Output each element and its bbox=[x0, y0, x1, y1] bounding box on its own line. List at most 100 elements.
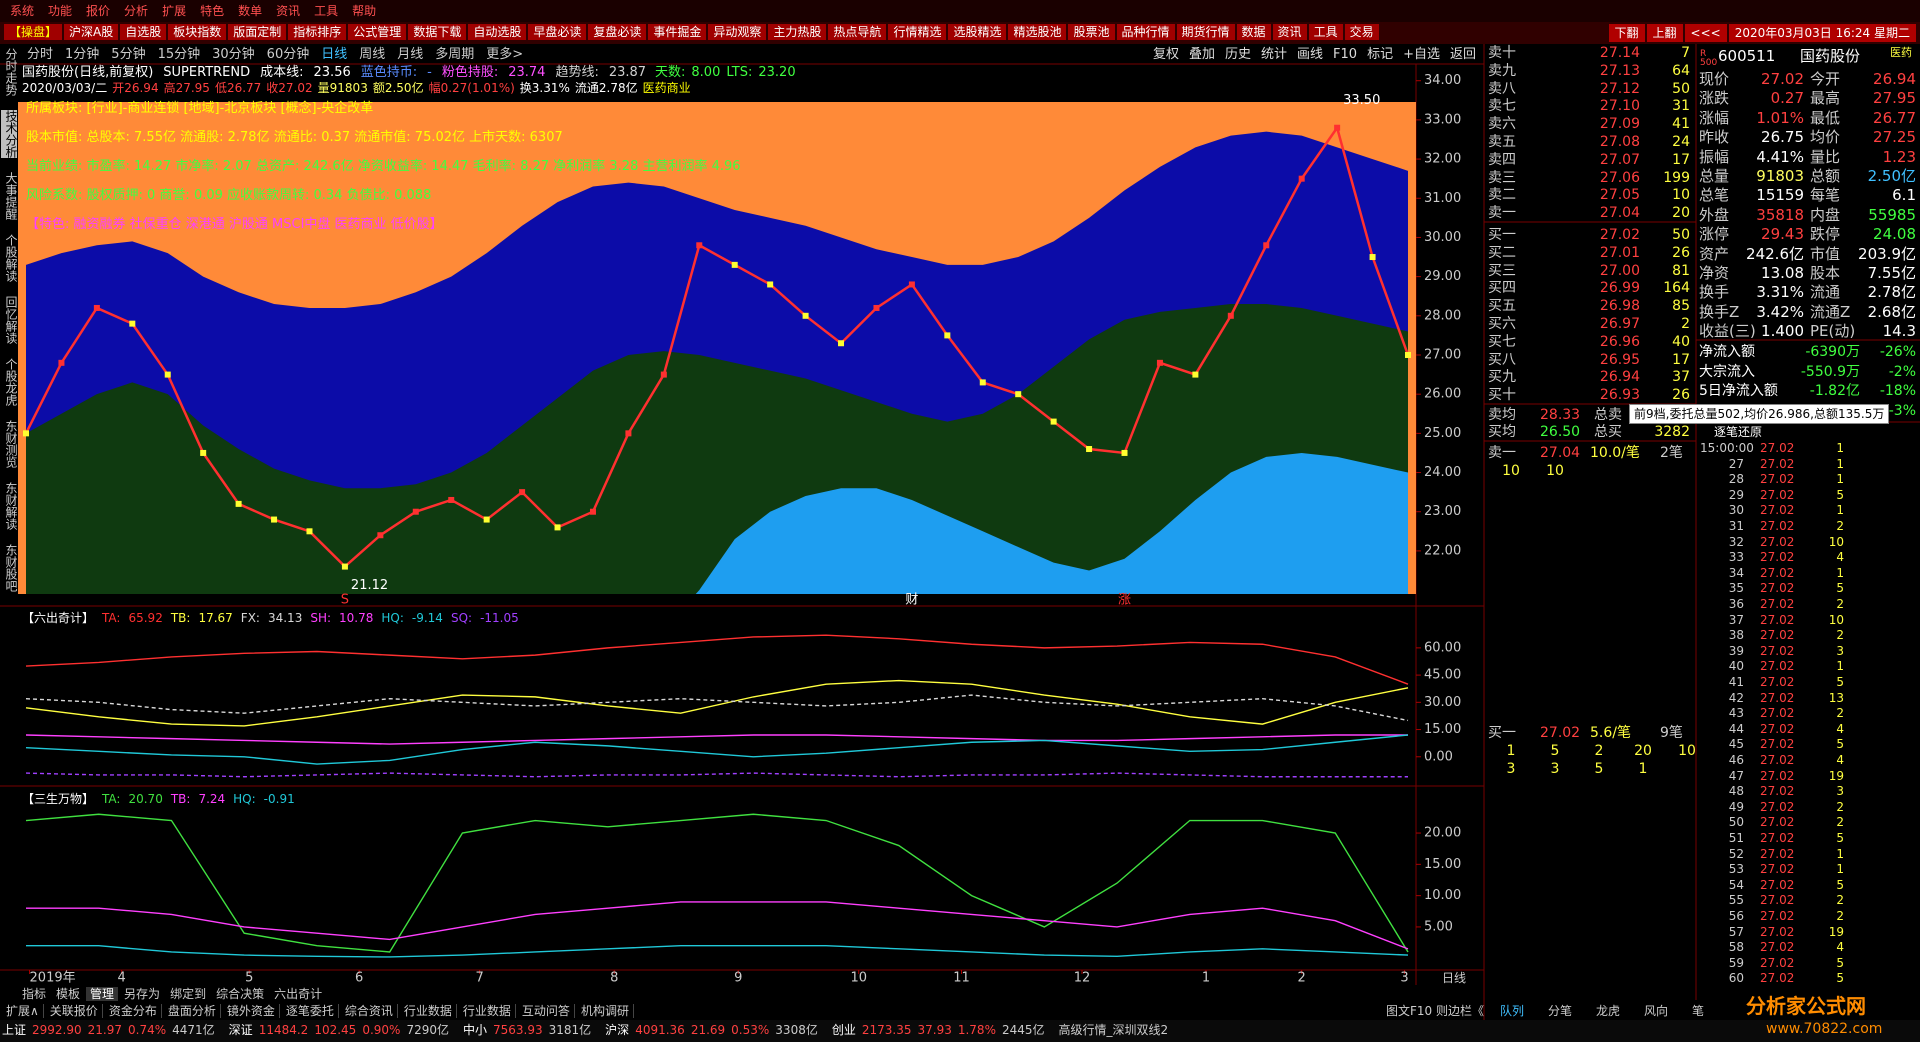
ext-tab[interactable]: 扩展∧ bbox=[2, 1004, 44, 1018]
tab[interactable]: 异动观察 bbox=[708, 24, 767, 40]
tab[interactable]: 【操盘】 bbox=[4, 24, 63, 40]
ext-tab[interactable]: 互动问答 bbox=[518, 1004, 575, 1018]
side-tab[interactable]: 笔 bbox=[1692, 1004, 1705, 1018]
menu-item[interactable]: 帮助 bbox=[352, 4, 377, 18]
period[interactable]: 更多> bbox=[486, 47, 524, 62]
tab[interactable]: 主力热股 bbox=[768, 24, 827, 40]
book-label: 买三 bbox=[1488, 262, 1516, 279]
nav-button[interactable]: 上翻 bbox=[1646, 24, 1683, 42]
tool[interactable]: 复权 bbox=[1152, 47, 1179, 62]
period[interactable]: 15分钟 bbox=[157, 47, 201, 62]
tick-price: 27.02 bbox=[1760, 784, 1795, 799]
bottom-tab[interactable]: 绑定到 bbox=[170, 987, 207, 1001]
tab[interactable]: 公式管理 bbox=[348, 24, 407, 40]
ext-tab[interactable]: 机构调研 bbox=[577, 1004, 634, 1018]
menu-item[interactable]: 资讯 bbox=[276, 4, 301, 18]
menu-item[interactable]: 数单 bbox=[238, 4, 263, 18]
period[interactable]: 30分钟 bbox=[212, 47, 255, 62]
menu-item[interactable]: 特色 bbox=[200, 4, 225, 18]
status-value: 2173.35 bbox=[861, 1023, 912, 1037]
tool[interactable]: 历史 bbox=[1224, 47, 1251, 62]
bottom-tab[interactable]: 六出奇计 bbox=[274, 987, 323, 1001]
sidebar-tab[interactable]: 技术分析 bbox=[1, 110, 18, 158]
menu-item[interactable]: 系统 bbox=[10, 4, 35, 18]
tab[interactable]: 沪深A股 bbox=[64, 24, 119, 40]
sidebar-tab[interactable]: 回忆解读 bbox=[4, 296, 18, 344]
legend-label: 成本线: bbox=[260, 65, 304, 80]
menu-item[interactable]: 功能 bbox=[48, 4, 73, 18]
sidebar-tab[interactable]: 个股解读 bbox=[4, 234, 18, 282]
bottom-tab[interactable]: 管理 bbox=[86, 987, 119, 1001]
tab[interactable]: 选股精选 bbox=[948, 24, 1007, 40]
tab[interactable]: 数据下载 bbox=[408, 24, 467, 40]
sidebar-tab[interactable]: 东财股吧 bbox=[4, 544, 18, 592]
period[interactable]: 分时 bbox=[27, 47, 54, 62]
tab[interactable]: 版面定制 bbox=[228, 24, 287, 40]
period[interactable]: 60分钟 bbox=[266, 47, 310, 62]
side-tab[interactable]: 分笔 bbox=[1548, 1004, 1573, 1018]
ext-tab[interactable]: 行业数据 bbox=[459, 1004, 516, 1018]
period[interactable]: 多周期 bbox=[435, 47, 475, 62]
tab[interactable]: 工具 bbox=[1308, 24, 1343, 40]
book-label: 卖九 bbox=[1488, 62, 1516, 79]
tab[interactable]: 板块指数 bbox=[168, 24, 227, 40]
sidebar-tab[interactable]: 东财解读 bbox=[4, 482, 18, 530]
ext-tab[interactable]: 镜外资金 bbox=[223, 1004, 280, 1018]
status-name: 中小 bbox=[462, 1023, 487, 1037]
tab[interactable]: 自选股 bbox=[120, 24, 167, 40]
bottom-tab[interactable]: 指标 bbox=[22, 987, 47, 1001]
bottom-tab[interactable]: 另存为 bbox=[124, 987, 161, 1001]
period[interactable]: 月线 bbox=[397, 47, 424, 62]
tab[interactable]: 数据 bbox=[1236, 24, 1271, 40]
period[interactable]: 周线 bbox=[359, 47, 386, 62]
tool[interactable]: 画线 bbox=[1297, 47, 1324, 62]
ext-tab[interactable]: 行业数据 bbox=[400, 1004, 457, 1018]
nav-button[interactable]: <<< bbox=[1684, 24, 1727, 42]
menu-item[interactable]: 分析 bbox=[124, 4, 149, 18]
sidebar-tab[interactable]: 东财测览 bbox=[4, 420, 18, 468]
tab[interactable]: 复盘必读 bbox=[588, 24, 647, 40]
side-tab[interactable]: 龙虎 bbox=[1596, 1004, 1621, 1018]
tool[interactable]: 标记 bbox=[1367, 47, 1394, 62]
tab[interactable]: 资讯 bbox=[1272, 24, 1307, 40]
tool[interactable]: F10 bbox=[1333, 47, 1358, 62]
side-tab[interactable]: 风向 bbox=[1644, 1004, 1669, 1018]
tab[interactable]: 自动选股 bbox=[468, 24, 527, 40]
tab[interactable]: 事件掘金 bbox=[648, 24, 707, 40]
tab[interactable]: 精选股池 bbox=[1008, 24, 1067, 40]
ext-tab[interactable]: 关联报价 bbox=[46, 1004, 103, 1018]
period[interactable]: 日线 bbox=[321, 47, 348, 62]
period[interactable]: 5分钟 bbox=[111, 47, 146, 62]
tool[interactable]: 返回 bbox=[1449, 47, 1476, 62]
legend-label: FX: bbox=[240, 611, 260, 625]
ext-tab[interactable]: 逐笔委托 bbox=[282, 1004, 339, 1018]
tick-time: 58 bbox=[1728, 940, 1744, 955]
tab[interactable]: 指标排序 bbox=[288, 24, 347, 40]
ext-tab[interactable]: 资金分布 bbox=[105, 1004, 162, 1018]
tab[interactable]: 品种行情 bbox=[1116, 24, 1175, 40]
tab[interactable]: 早盘必读 bbox=[528, 24, 587, 40]
menu-item[interactable]: 扩展 bbox=[162, 4, 187, 18]
tool[interactable]: +自选 bbox=[1403, 47, 1440, 62]
side-tab[interactable]: 队列 bbox=[1500, 1004, 1525, 1018]
bottom-tab[interactable]: 模板 bbox=[56, 987, 81, 1001]
book-label: 买九 bbox=[1488, 369, 1516, 386]
tab[interactable]: 股票池 bbox=[1068, 24, 1115, 40]
tab[interactable]: 热点导航 bbox=[828, 24, 887, 40]
menu-item[interactable]: 报价 bbox=[86, 4, 111, 18]
tab[interactable]: 行情精选 bbox=[888, 24, 947, 40]
menu-item[interactable]: 工具 bbox=[314, 4, 339, 18]
period[interactable]: 1分钟 bbox=[65, 47, 100, 62]
sidebar-tab[interactable]: 分时走势 bbox=[4, 48, 18, 96]
sidebar-tab[interactable]: 大事提醒 bbox=[4, 172, 18, 220]
ext-right[interactable]: 图文F10 则边栏《 bbox=[1386, 1004, 1484, 1018]
tool[interactable]: 统计 bbox=[1261, 47, 1288, 62]
tab[interactable]: 交易 bbox=[1344, 24, 1379, 40]
tool[interactable]: 叠加 bbox=[1188, 47, 1215, 62]
ext-tab[interactable]: 综合资讯 bbox=[341, 1004, 398, 1018]
nav-button[interactable]: 下翻 bbox=[1608, 24, 1645, 42]
bottom-tab[interactable]: 综合决策 bbox=[216, 987, 265, 1001]
tab[interactable]: 期货行情 bbox=[1176, 24, 1235, 40]
ext-tab[interactable]: 盘面分析 bbox=[164, 1004, 221, 1018]
sidebar-tab[interactable]: 个股龙虎 bbox=[4, 358, 18, 406]
